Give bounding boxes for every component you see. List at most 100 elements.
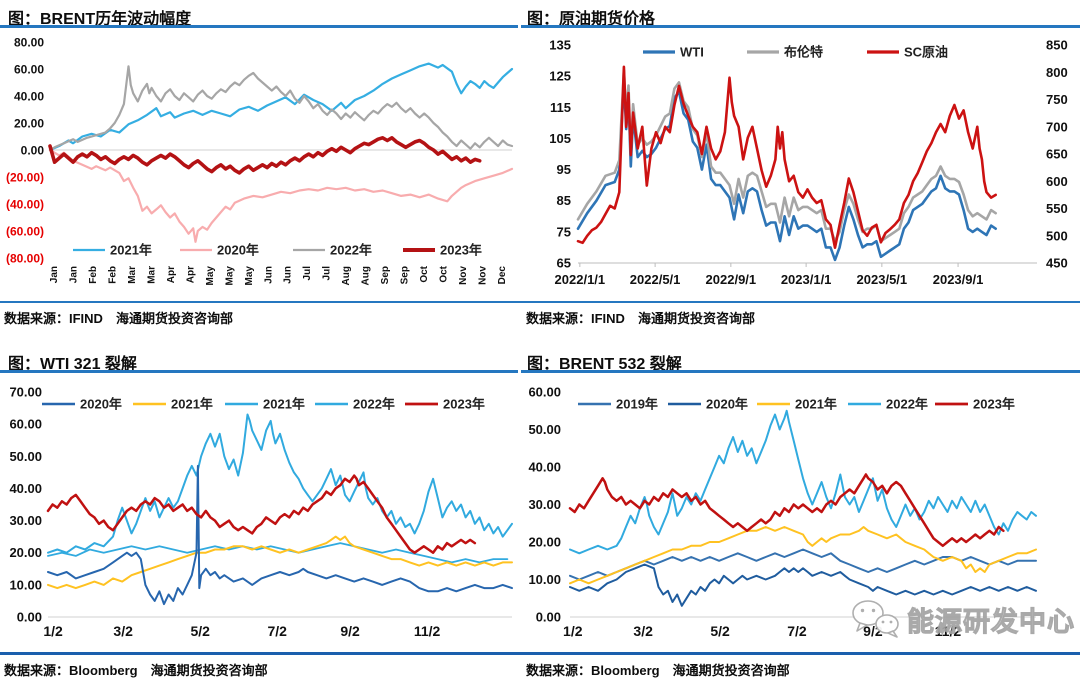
x-axis-labels: 1/2 3/2 5/2 7/2 9/2 11/2 <box>43 623 440 639</box>
legend-label: 2023年 <box>443 397 485 412</box>
y-axis-labels: 135 125 115 105 95 85 75 65 <box>549 38 571 271</box>
svg-text:1/2: 1/2 <box>43 623 63 639</box>
svg-text:80.00: 80.00 <box>14 36 44 50</box>
title-underline <box>0 370 518 373</box>
svg-text:70.00: 70.00 <box>9 385 42 400</box>
legend: 2019年 2020年 2021年 2022年 2023年 <box>578 397 1015 412</box>
svg-text:Mar: Mar <box>146 266 157 284</box>
svg-text:Oct: Oct <box>419 265 430 282</box>
x-axis-labels: 1/2 3/2 5/2 7/2 9/2 11/2 <box>563 623 961 639</box>
series-布伦特 <box>576 68 998 243</box>
svg-text:Aug: Aug <box>341 266 352 285</box>
svg-text:Feb: Feb <box>88 266 99 284</box>
svg-text:Sep: Sep <box>380 266 391 284</box>
legend: 2021年 2020年 2022年 2023年 <box>73 243 482 258</box>
svg-text:600: 600 <box>1046 174 1068 189</box>
svg-text:650: 650 <box>1046 147 1068 162</box>
y-axis-labels: 70.00 60.00 50.00 40.00 30.00 20.00 10.00 0.00 <box>9 385 42 625</box>
svg-text:Jul: Jul <box>322 266 333 281</box>
legend-label: 2022年 <box>330 243 372 258</box>
svg-text:60.00: 60.00 <box>528 385 561 400</box>
series-2021年 <box>47 535 513 590</box>
svg-text:0.00: 0.00 <box>21 144 45 158</box>
legend-label: 2019年 <box>616 397 658 412</box>
section-divider <box>0 301 1080 303</box>
svg-text:Feb: Feb <box>107 266 118 284</box>
legend-label: 布伦特 <box>784 45 823 60</box>
svg-text:40.00: 40.00 <box>14 90 44 104</box>
legend-label: 2023年 <box>440 243 482 258</box>
brent-532-crack-chart: 60.00 50.00 40.00 30.00 20.00 10.00 0.001/2 3/2… <box>528 385 1037 639</box>
svg-text:May: May <box>224 266 235 286</box>
svg-text:Dec: Dec <box>497 266 508 285</box>
legend-label: 2021年 <box>110 243 152 258</box>
legend-label: 2022年 <box>353 397 395 412</box>
legend-label: 2021年 <box>795 397 837 412</box>
svg-text:7/2: 7/2 <box>267 623 287 639</box>
svg-text:700: 700 <box>1046 119 1068 134</box>
series-2022年 <box>569 409 1037 555</box>
svg-text:135: 135 <box>549 38 571 53</box>
svg-text:Oct: Oct <box>439 265 450 282</box>
svg-text:20.00: 20.00 <box>9 545 42 560</box>
svg-text:0.00: 0.00 <box>536 610 561 625</box>
series-2021年-flat <box>47 542 509 564</box>
series-2023年 <box>48 136 482 175</box>
svg-text:May: May <box>205 266 216 286</box>
svg-text:105: 105 <box>549 131 571 146</box>
svg-text:Nov: Nov <box>478 266 489 285</box>
svg-text:Jun: Jun <box>263 266 274 284</box>
svg-text:Mar: Mar <box>127 266 138 284</box>
chart-title-brent-532-crack: 图：BRENT 532 裂解 <box>527 356 682 373</box>
svg-text:75: 75 <box>557 224 571 239</box>
svg-text:85: 85 <box>557 193 571 208</box>
svg-text:11/2: 11/2 <box>935 623 962 639</box>
svg-text:65: 65 <box>557 256 571 271</box>
svg-text:30.00: 30.00 <box>528 497 561 512</box>
svg-text:30.00: 30.00 <box>9 513 42 528</box>
svg-text:3/2: 3/2 <box>633 623 653 639</box>
y-axis-labels: 60.00 50.00 40.00 30.00 20.00 10.00 0.00 <box>528 385 561 625</box>
watermark: 能源研发中心 <box>850 598 1075 640</box>
legend-label: 2021年 <box>263 397 305 412</box>
svg-text:40.00: 40.00 <box>9 481 42 496</box>
svg-text:10.00: 10.00 <box>528 572 561 587</box>
svg-text:550: 550 <box>1046 201 1068 216</box>
series-2021年 <box>569 526 1037 585</box>
svg-text:Jul: Jul <box>302 266 313 281</box>
series-WTI <box>576 81 998 262</box>
legend-label: 2020年 <box>217 243 259 258</box>
legend: 2020年 2021年 2021年 2022年 2023年 <box>42 397 485 412</box>
svg-text:3/2: 3/2 <box>113 623 133 639</box>
series-2019年 <box>569 548 1037 581</box>
legend-label: WTI <box>680 45 704 60</box>
legend-label: 2020年 <box>706 397 748 412</box>
data-source-right-top: 数据来源：IFIND 海通期货投资咨询部 <box>526 311 755 326</box>
series-SC原油 <box>576 65 998 249</box>
svg-text:2022/1/1: 2022/1/1 <box>555 272 606 287</box>
data-source-left-top: 数据来源：IFIND 海通期货投资咨询部 <box>4 311 233 326</box>
svg-text:40.00: 40.00 <box>528 460 561 475</box>
svg-text:(20.00): (20.00) <box>6 171 44 185</box>
svg-text:Jan: Jan <box>49 266 60 283</box>
title-underline <box>0 25 518 28</box>
svg-text:2023/1/1: 2023/1/1 <box>781 272 832 287</box>
svg-text:(40.00): (40.00) <box>6 198 44 212</box>
legend: WTI 布伦特 SC原油 <box>643 45 948 60</box>
svg-text:2022/9/1: 2022/9/1 <box>706 272 757 287</box>
title-underline <box>521 370 1080 373</box>
wti-321-crack-chart: 70.0060.0050.0040.0030.0020.0010.000.001… <box>9 385 513 639</box>
series-2022年 <box>48 65 514 152</box>
series-2020年 <box>48 148 514 243</box>
svg-text:20.00: 20.00 <box>528 535 561 550</box>
svg-text:850: 850 <box>1046 38 1068 53</box>
svg-text:Sep: Sep <box>400 266 411 284</box>
legend-label: 2020年 <box>80 397 122 412</box>
svg-text:5/2: 5/2 <box>190 623 210 639</box>
svg-text:11/2: 11/2 <box>414 623 441 639</box>
x-axis-labels: 2022/1/1 2022/5/1 2022/9/1 2023/1/1 2023/5/1… <box>555 263 983 287</box>
chart-title-wti-321-crack: 图：WTI 321 裂解 <box>8 356 137 373</box>
series-2023年 <box>568 473 1005 548</box>
legend-label: 2022年 <box>886 397 928 412</box>
